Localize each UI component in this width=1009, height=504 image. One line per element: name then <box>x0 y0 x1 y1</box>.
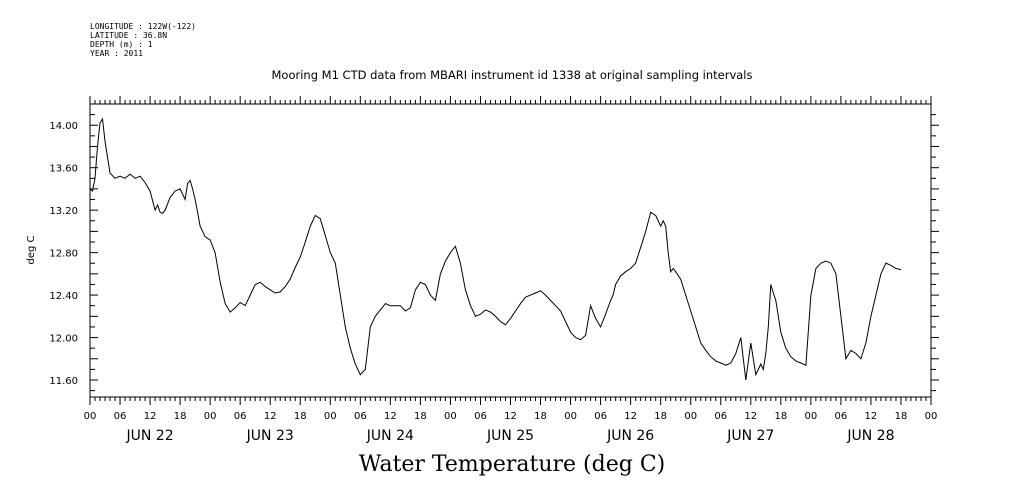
day-label: JUN 24 <box>366 428 414 444</box>
day-label: JUN 23 <box>246 428 294 444</box>
x-tick-label: 06 <box>714 411 727 422</box>
axis-ticks <box>89 96 939 405</box>
x-tick-label: 00 <box>84 411 97 422</box>
x-tick-label: 18 <box>654 411 667 422</box>
temperature-series-line <box>89 117 902 381</box>
longitude-text: LONGITUDE : 122W(-122) <box>90 22 196 31</box>
x-tick-labels: 00 06 12 18 00 06 12 18 00 06 12 18 00 06 12 18 00 06 12 18… <box>84 411 938 422</box>
x-tick-label: 12 <box>264 411 277 422</box>
x-tick-label: 12 <box>504 411 517 422</box>
x-tick-label: 12 <box>744 411 757 422</box>
y-tick-label: 11.60 <box>49 376 78 387</box>
x-tick-label: 06 <box>835 411 848 422</box>
day-labels: JUN 22 JUN 23 JUN 24 JUN 25 JUN 26 JUN 27 JUN … <box>126 428 895 444</box>
x-tick-label: 00 <box>804 411 817 422</box>
x-tick-label: 00 <box>324 411 337 422</box>
y-tick-label: 12.40 <box>49 291 78 302</box>
y-axis-label: deg C <box>26 235 37 264</box>
day-label: JUN 28 <box>846 428 894 444</box>
x-axis-title: Water Temperature (deg C) <box>358 452 666 477</box>
x-tick-label: 00 <box>684 411 697 422</box>
y-tick-label: 14.00 <box>49 121 78 132</box>
chart-title: Mooring M1 CTD data from MBARI instrumen… <box>271 68 753 82</box>
x-tick-label: 12 <box>865 411 878 422</box>
day-label: JUN 27 <box>726 428 774 444</box>
x-tick-label: 18 <box>414 411 427 422</box>
y-tick-labels: 14.00 13.60 13.20 12.80 12.40 12.00 11.60 <box>49 121 78 387</box>
depth-text: DEPTH (m) : 1 <box>90 40 153 49</box>
x-tick-label: 12 <box>144 411 157 422</box>
x-tick-label: 06 <box>234 411 247 422</box>
year-text: YEAR : 2011 <box>90 49 143 58</box>
x-tick-label: 12 <box>384 411 397 422</box>
latitude-text: LATITUDE : 36.8N <box>90 31 168 40</box>
day-label: JUN 25 <box>486 428 534 444</box>
x-tick-label: 00 <box>564 411 577 422</box>
x-tick-label: 06 <box>354 411 367 422</box>
x-tick-label: 18 <box>774 411 787 422</box>
x-tick-label: 18 <box>534 411 547 422</box>
day-label: JUN 22 <box>126 428 174 444</box>
x-tick-label: 00 <box>444 411 457 422</box>
y-tick-label: 13.20 <box>49 206 78 217</box>
x-tick-label: 06 <box>594 411 607 422</box>
plot-frame <box>89 103 932 398</box>
x-tick-label: 00 <box>204 411 217 422</box>
metadata-header: LONGITUDE : 122W(-122) LATITUDE : 36.8N … <box>90 22 196 58</box>
day-label: JUN 26 <box>606 428 654 444</box>
y-tick-label: 12.00 <box>49 334 78 345</box>
x-tick-label: 18 <box>895 411 908 422</box>
x-tick-label: 18 <box>174 411 187 422</box>
y-tick-label: 13.60 <box>49 164 78 175</box>
y-tick-label: 12.80 <box>49 249 78 260</box>
x-tick-label: 06 <box>474 411 487 422</box>
x-tick-label: 18 <box>294 411 307 422</box>
x-tick-label: 12 <box>624 411 637 422</box>
x-tick-label: 06 <box>114 411 127 422</box>
x-tick-label: 00 <box>925 411 938 422</box>
